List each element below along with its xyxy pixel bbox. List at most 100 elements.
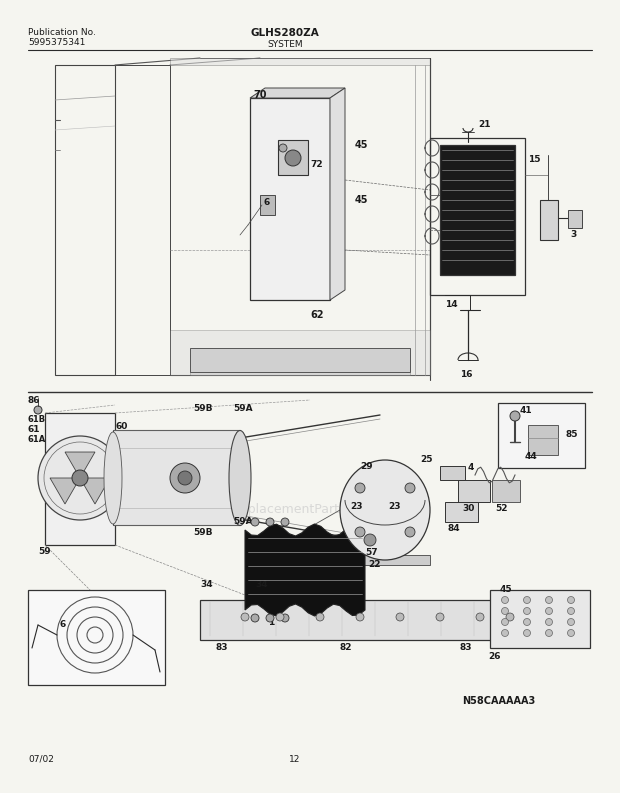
Circle shape <box>546 596 552 603</box>
Circle shape <box>266 518 274 526</box>
Polygon shape <box>200 600 540 640</box>
Circle shape <box>279 144 287 152</box>
Circle shape <box>546 607 552 615</box>
Polygon shape <box>245 524 365 616</box>
Circle shape <box>356 613 364 621</box>
Text: 85: 85 <box>565 430 577 439</box>
Polygon shape <box>492 480 520 502</box>
Circle shape <box>523 596 531 603</box>
Polygon shape <box>28 590 165 685</box>
Ellipse shape <box>340 460 430 560</box>
Circle shape <box>34 406 42 414</box>
Text: 83: 83 <box>460 643 472 652</box>
Polygon shape <box>250 88 345 98</box>
Polygon shape <box>170 58 430 65</box>
Text: 45: 45 <box>355 195 368 205</box>
Circle shape <box>567 630 575 637</box>
Circle shape <box>546 630 552 637</box>
Circle shape <box>523 619 531 626</box>
Circle shape <box>170 463 200 493</box>
Text: 34: 34 <box>200 580 213 589</box>
Polygon shape <box>190 348 410 372</box>
Polygon shape <box>458 480 490 502</box>
Text: GLHS280ZA: GLHS280ZA <box>250 28 319 38</box>
Circle shape <box>251 614 259 622</box>
Text: 59B: 59B <box>193 528 213 537</box>
Polygon shape <box>340 555 430 565</box>
Bar <box>440 145 515 275</box>
Text: 83: 83 <box>215 643 228 652</box>
Text: 57: 57 <box>365 548 378 557</box>
Polygon shape <box>568 210 582 228</box>
Circle shape <box>285 150 301 166</box>
Text: 59B: 59B <box>193 404 213 413</box>
Text: 6: 6 <box>264 198 270 207</box>
Polygon shape <box>490 590 590 648</box>
Text: eReplacementParts.com: eReplacementParts.com <box>224 504 376 516</box>
Circle shape <box>502 607 508 615</box>
Circle shape <box>476 613 484 621</box>
Circle shape <box>502 630 508 637</box>
Polygon shape <box>278 140 308 175</box>
Text: 5995375341: 5995375341 <box>28 38 86 47</box>
Polygon shape <box>50 478 80 504</box>
Text: 26: 26 <box>488 652 500 661</box>
Circle shape <box>405 527 415 537</box>
Text: Publication No.: Publication No. <box>28 28 96 37</box>
Polygon shape <box>80 478 110 504</box>
Circle shape <box>355 527 365 537</box>
Circle shape <box>567 607 575 615</box>
Polygon shape <box>170 330 430 375</box>
Circle shape <box>436 613 444 621</box>
Polygon shape <box>260 195 275 215</box>
Polygon shape <box>498 403 585 468</box>
Text: 52: 52 <box>495 504 508 513</box>
Text: 21: 21 <box>478 120 490 129</box>
Text: 25: 25 <box>420 455 433 464</box>
Circle shape <box>364 534 376 546</box>
Ellipse shape <box>104 432 122 524</box>
Polygon shape <box>65 452 95 478</box>
Text: 59A: 59A <box>233 517 252 526</box>
Text: 45: 45 <box>355 140 368 150</box>
Circle shape <box>523 630 531 637</box>
Text: 1: 1 <box>268 618 274 627</box>
Circle shape <box>178 471 192 485</box>
Text: 59A: 59A <box>233 404 252 413</box>
Circle shape <box>266 614 274 622</box>
Polygon shape <box>113 430 240 525</box>
Polygon shape <box>445 502 478 522</box>
Polygon shape <box>528 425 558 455</box>
Circle shape <box>38 436 122 520</box>
Text: N58CAAAAA3: N58CAAAAA3 <box>462 696 535 706</box>
Circle shape <box>241 613 249 621</box>
Text: 30: 30 <box>462 504 474 513</box>
Circle shape <box>567 596 575 603</box>
Circle shape <box>405 483 415 493</box>
Text: 23: 23 <box>388 502 401 511</box>
Text: 82: 82 <box>340 643 353 652</box>
Circle shape <box>355 483 365 493</box>
Text: 86: 86 <box>28 396 40 405</box>
Circle shape <box>72 470 88 486</box>
Polygon shape <box>190 355 410 375</box>
Circle shape <box>502 596 508 603</box>
Text: SYSTEM: SYSTEM <box>267 40 303 49</box>
Text: 61: 61 <box>28 425 40 434</box>
Text: 22: 22 <box>368 560 381 569</box>
Text: 41: 41 <box>520 406 533 415</box>
Circle shape <box>281 614 289 622</box>
Text: 07/02: 07/02 <box>28 755 54 764</box>
Circle shape <box>276 613 284 621</box>
Text: 16: 16 <box>460 370 472 379</box>
Circle shape <box>396 613 404 621</box>
Text: 15: 15 <box>528 155 541 164</box>
Circle shape <box>281 518 289 526</box>
Text: 14: 14 <box>445 300 458 309</box>
Text: 84: 84 <box>448 524 461 533</box>
Text: 72: 72 <box>310 160 322 169</box>
Text: 62: 62 <box>310 310 324 320</box>
Text: 61A: 61A <box>28 435 46 444</box>
Text: 6: 6 <box>60 620 66 629</box>
Text: 4: 4 <box>468 463 474 472</box>
